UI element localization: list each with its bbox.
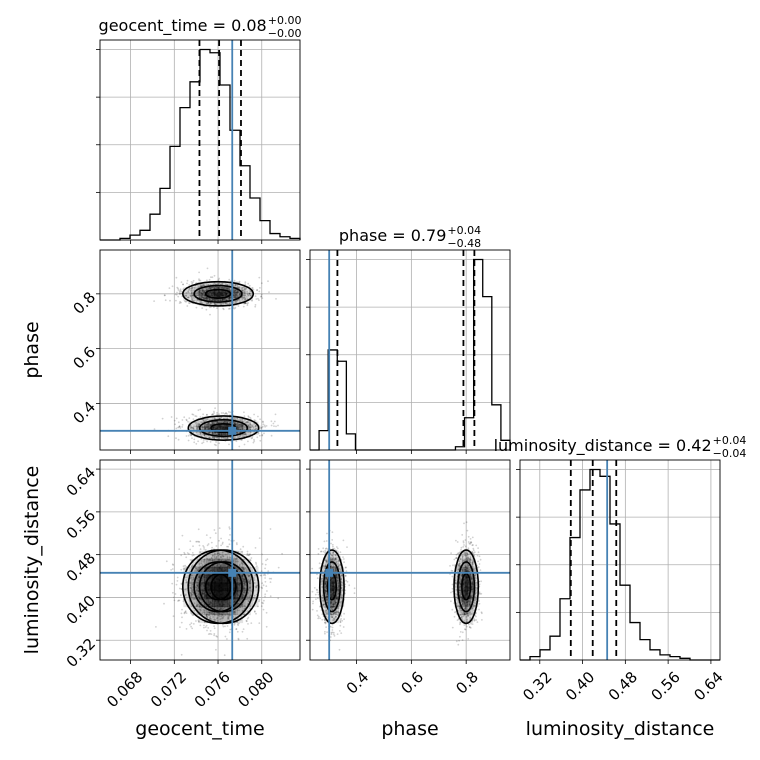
y-tick-label-luminosity_distance: 0.32 <box>63 635 99 671</box>
contour-level-1 <box>461 572 472 601</box>
panel-title-geocent_time: geocent_time = 0.08 +0.00−0.00 <box>99 14 302 40</box>
density-phase-luminosity_distance <box>311 521 483 651</box>
truth-marker <box>325 568 334 577</box>
panel-frame <box>99 39 301 241</box>
contour-level-1 <box>210 572 237 601</box>
contour-level-3 <box>181 280 255 307</box>
y-tick-label-luminosity_distance: 0.40 <box>63 592 99 628</box>
panel-frame <box>519 459 721 661</box>
x-tick-label-phase: 0.4 <box>343 668 373 698</box>
x-tick-label-luminosity_distance: 0.64 <box>690 668 726 704</box>
title-main: geocent_time = 0.08 <box>99 16 267 36</box>
y-tick-label-phase: 0.6 <box>69 343 99 373</box>
title-upper-error: +0.00 <box>268 14 302 27</box>
truth-marker <box>228 568 237 577</box>
y-axis-label-phase: phase <box>21 321 43 378</box>
grid-layer <box>100 40 720 660</box>
title-lower-error: −0.00 <box>268 27 302 40</box>
x-tick-label-geocent_time: 0.080 <box>234 668 277 711</box>
contour-level-2 <box>322 561 341 613</box>
y-tick-label-luminosity_distance: 0.48 <box>63 549 99 585</box>
panel-title-luminosity_distance: luminosity_distance = 0.42 +0.04−0.04 <box>494 434 747 460</box>
density-geocent_time-phase <box>153 267 279 448</box>
x-tick-label-geocent_time: 0.068 <box>103 668 146 711</box>
contour-level-3 <box>187 549 260 625</box>
x-axis-label-luminosity_distance: luminosity_distance <box>526 718 715 740</box>
frames-layer <box>96 39 721 664</box>
text-layer: geocent_time = 0.08 +0.00−0.00 phase = 0.7… <box>21 14 746 740</box>
contour-level-3 <box>453 549 480 625</box>
x-tick-label-geocent_time: 0.072 <box>147 668 190 711</box>
title-upper-error: +0.04 <box>447 224 481 237</box>
density-geocent_time-luminosity_distance <box>155 526 283 657</box>
title-main: luminosity_distance = 0.42 <box>494 436 712 456</box>
contour-level-3 <box>318 549 345 625</box>
contour-level-3 <box>187 415 260 442</box>
title-lower-error: −0.04 <box>713 447 747 460</box>
x-tick-label-luminosity_distance: 0.40 <box>562 668 598 704</box>
panel-frame <box>99 249 301 451</box>
x-tick-label-luminosity_distance: 0.48 <box>605 668 641 704</box>
histogram-luminosity_distance <box>520 468 720 661</box>
x-tick-label-luminosity_distance: 0.32 <box>519 668 555 704</box>
panel-frame <box>99 459 301 661</box>
contour-level-2 <box>198 419 249 438</box>
x-tick-label-luminosity_distance: 0.56 <box>648 668 684 704</box>
title-lower-error: −0.48 <box>447 237 481 250</box>
y-tick-label-luminosity_distance: 0.64 <box>63 463 99 499</box>
y-tick-label-phase: 0.4 <box>69 398 99 428</box>
y-tick-label-phase: 0.8 <box>69 288 99 318</box>
title-upper-error: +0.04 <box>713 434 747 447</box>
contour-level-2 <box>457 561 476 613</box>
truth-marker <box>228 426 237 435</box>
x-axis-label-geocent_time: geocent_time <box>135 718 264 740</box>
title-main: phase = 0.79 <box>339 226 446 245</box>
x-tick-label-geocent_time: 0.076 <box>191 668 234 711</box>
contour-level-1 <box>204 288 232 299</box>
panel-frame <box>309 249 511 451</box>
x-tick-label-phase: 0.8 <box>452 668 482 698</box>
y-axis-label-luminosity_distance: luminosity_distance <box>21 466 43 655</box>
x-axis-label-phase: phase <box>381 718 438 740</box>
contour-level-2 <box>193 284 243 303</box>
panel-frame <box>309 459 511 661</box>
histogram-geocent_time <box>100 48 301 241</box>
panel-title-phase: phase = 0.79 +0.04−0.48 <box>339 224 481 250</box>
y-tick-label-luminosity_distance: 0.56 <box>63 506 99 542</box>
x-tick-label-phase: 0.6 <box>398 668 428 698</box>
contour-level-2 <box>198 561 249 613</box>
